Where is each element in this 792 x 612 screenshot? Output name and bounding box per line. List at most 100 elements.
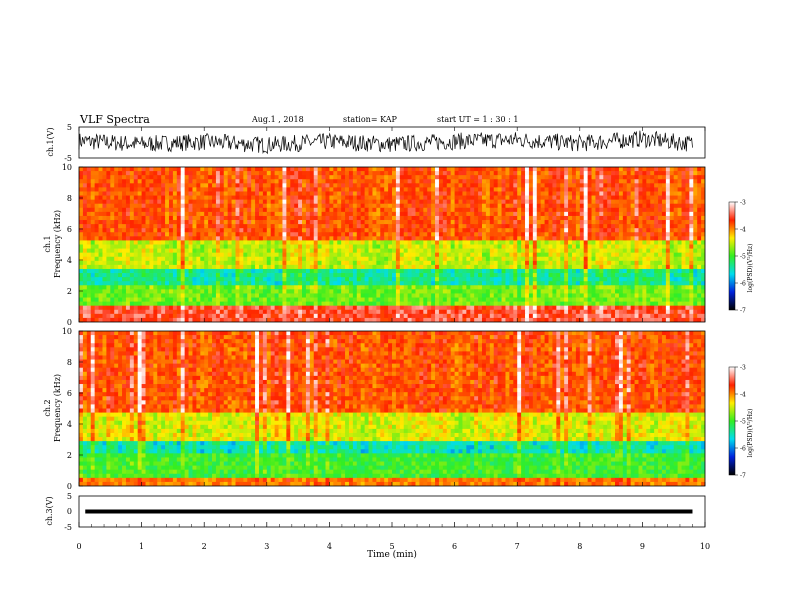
spectrogram-cell (282, 244, 287, 249)
spectrogram-cell (403, 268, 409, 274)
spectrogram-cell (90, 256, 96, 262)
spectrogram-cell (98, 281, 103, 286)
spectrogram-cell (403, 175, 409, 180)
spectrogram-cell (673, 207, 679, 213)
spectrogram-cell (184, 207, 189, 213)
spectrogram-cell (415, 179, 420, 184)
spectrogram-cell (489, 240, 495, 245)
spectrogram-cell (204, 289, 209, 294)
spectrogram-cell (446, 289, 452, 294)
spectrogram-cell (122, 167, 127, 172)
spectrogram-cell (348, 252, 354, 258)
spectrogram-cell (282, 285, 287, 290)
spectrogram-cell (423, 264, 428, 270)
spectrogram-cell (90, 273, 96, 278)
spectrogram-cell (395, 285, 401, 290)
spectrogram-cell (544, 236, 549, 241)
spectrogram-cell (157, 224, 162, 229)
spectrogram-cell (395, 175, 401, 180)
spectrogram-cell (94, 277, 99, 282)
spectrogram-cell (466, 256, 471, 262)
spectrogram-cell (313, 224, 319, 229)
spectrogram-cell (599, 252, 604, 258)
spectrogram-cell (161, 264, 166, 270)
spectrogram-cell (223, 175, 229, 180)
spectrogram-cell (266, 285, 272, 290)
spectrogram-cell (141, 293, 146, 298)
spectrogram-cell (274, 273, 279, 278)
spectrogram-cell (646, 277, 651, 282)
spectrogram-cell (399, 289, 405, 294)
spectrogram-cell (321, 248, 326, 254)
spectrogram-cell (125, 281, 131, 286)
spectrogram-cell (223, 273, 229, 278)
spectrogram-cell (501, 285, 506, 290)
spectrogram-cell (411, 289, 416, 294)
spectrogram-cell (591, 264, 596, 270)
spectrogram-cell (239, 187, 244, 192)
spectrogram-cell (626, 232, 632, 237)
spectrogram-cell (642, 175, 647, 180)
spectrogram-cell (528, 203, 534, 209)
spectrogram-cell (305, 191, 311, 196)
spectrogram-cell (395, 195, 401, 201)
spectrogram-cell (638, 252, 643, 258)
spectrogram-cell (266, 289, 272, 294)
spectrogram-cell (607, 264, 612, 270)
spectrogram-cell (235, 244, 240, 249)
spectrogram-cell (701, 183, 705, 188)
spectrogram-cell (235, 260, 240, 266)
spectrogram-cell (564, 277, 569, 282)
spectrogram-cell (137, 281, 142, 286)
spectrogram-cell (642, 252, 647, 258)
spectrogram-cell (302, 256, 307, 262)
spectrogram-cell (450, 260, 455, 266)
spectrogram-cell (94, 260, 99, 266)
spectrogram-cell (634, 171, 639, 176)
spectrogram-cell (427, 171, 432, 176)
spectrogram-cell (278, 203, 283, 209)
spectrogram-cell (133, 215, 139, 221)
spectrogram-cell (540, 264, 545, 270)
spectrogram-cell (638, 228, 643, 233)
spectrogram-cell (701, 224, 705, 229)
spectrogram-cell (227, 220, 232, 225)
spectrogram-cell (681, 203, 686, 209)
spectrogram-cell (450, 167, 455, 172)
spectrogram-cell (372, 207, 377, 213)
spectrogram-cell (161, 207, 166, 213)
spectrogram-cell (701, 252, 705, 258)
spectrogram-cell (258, 277, 264, 282)
spectrogram-cell (403, 256, 409, 262)
spectrogram-cell (677, 228, 682, 233)
spectrogram-cell (286, 248, 291, 254)
spectrogram-cell (192, 277, 197, 282)
spectrogram-cell (403, 203, 409, 209)
spectrogram-cell (642, 240, 647, 245)
spectrogram-cell (474, 264, 479, 270)
spectrogram-cell (474, 215, 479, 221)
spectrogram-cell (493, 224, 499, 229)
spectrogram-cell (247, 167, 252, 172)
spectrogram-cell (321, 191, 326, 196)
spectrogram-cell (599, 224, 604, 229)
spectrogram-cell (114, 244, 119, 249)
spectrogram-cell (513, 244, 518, 249)
spectrogram-cell (568, 175, 573, 180)
spectrogram-cell (403, 220, 409, 225)
spectrogram-cell (110, 171, 115, 176)
spectrogram-cell (485, 179, 491, 184)
spectrogram-cell (270, 268, 276, 274)
spectrogram-cell (94, 187, 99, 192)
spectrogram-cell (411, 224, 416, 229)
spectrogram-cell (419, 240, 424, 245)
spectrogram-cell (634, 167, 639, 172)
spectrogram-cell (521, 236, 526, 241)
spectrogram-cell (110, 175, 115, 180)
spectrogram-cell (247, 268, 252, 274)
spectrogram-cell (470, 281, 475, 286)
spectrogram-cell (329, 244, 334, 249)
spectrogram-cell (317, 244, 322, 249)
spectrogram-cell (294, 268, 299, 274)
spectrogram-cell (564, 179, 569, 184)
